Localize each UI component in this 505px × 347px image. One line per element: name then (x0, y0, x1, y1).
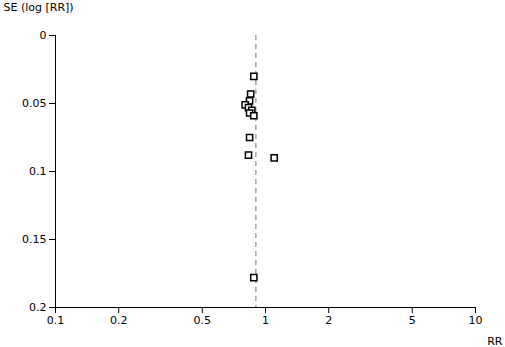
svg-text:RR: RR (487, 335, 503, 347)
svg-text:0.2: 0.2 (110, 314, 128, 327)
svg-text:2: 2 (325, 314, 332, 327)
svg-text:SE (log [RR]): SE (log [RR]) (4, 1, 74, 14)
svg-text:0.5: 0.5 (194, 314, 212, 327)
svg-text:0.1: 0.1 (29, 165, 47, 178)
svg-text:0.05: 0.05 (22, 97, 47, 110)
svg-text:5: 5 (409, 314, 416, 327)
svg-text:0: 0 (40, 29, 47, 42)
svg-text:1: 1 (262, 314, 269, 327)
svg-text:0.15: 0.15 (22, 233, 47, 246)
svg-text:0.2: 0.2 (29, 301, 47, 314)
svg-text:10: 10 (469, 314, 483, 327)
svg-text:0.1: 0.1 (47, 314, 65, 327)
